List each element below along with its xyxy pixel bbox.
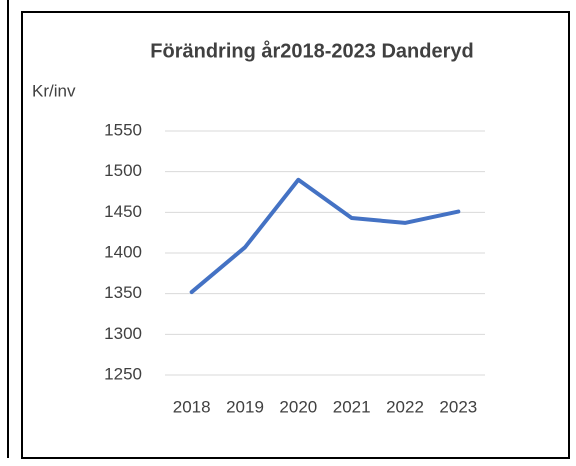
y-tick-label: 1450	[104, 202, 142, 221]
y-tick-label: 1500	[104, 161, 142, 180]
y-axis-label: Kr/inv	[32, 81, 76, 100]
chart-title: Förändring år2018-2023 Danderyd	[150, 39, 473, 62]
x-tick-label: 2021	[333, 397, 371, 416]
y-tick-label: 1350	[104, 283, 142, 302]
y-tick-label: 1300	[104, 324, 142, 343]
x-tick-label: 2020	[279, 397, 317, 416]
x-tick-label: 2018	[173, 397, 211, 416]
y-tick-label: 1400	[104, 242, 142, 261]
x-tick-label: 2023	[439, 397, 477, 416]
chart-frame	[21, 11, 570, 459]
x-tick-label: 2019	[226, 397, 264, 416]
data-line	[189, 177, 461, 295]
y-tick-label: 1250	[104, 364, 142, 383]
y-tick-label: 1550	[104, 120, 142, 139]
x-tick-label: 2022	[386, 397, 424, 416]
